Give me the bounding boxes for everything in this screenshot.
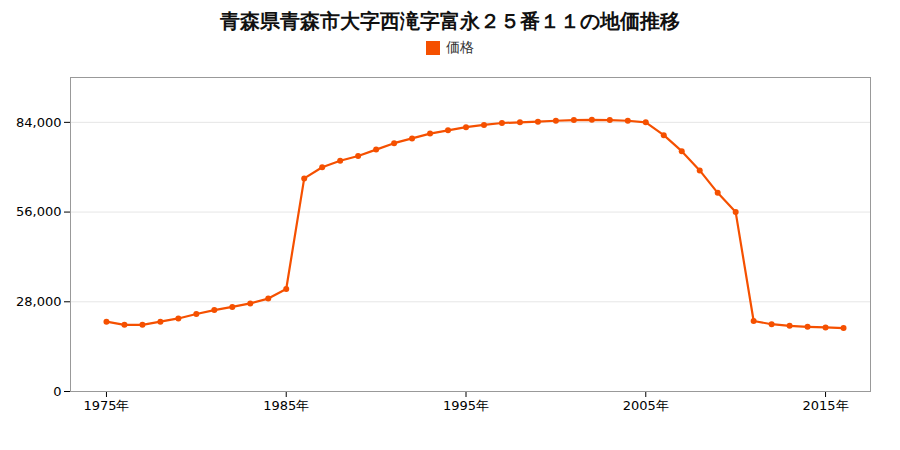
svg-text:1985年: 1985年 — [263, 398, 309, 413]
svg-text:2015年: 2015年 — [803, 398, 849, 413]
svg-text:1975年: 1975年 — [83, 398, 129, 413]
svg-text:1995年: 1995年 — [443, 398, 489, 413]
svg-text:0: 0 — [53, 384, 61, 399]
svg-text:2005年: 2005年 — [623, 398, 669, 413]
svg-text:84,000: 84,000 — [16, 115, 62, 130]
html-text:価格: 価格 — [446, 39, 474, 55]
html-text:青森県青森市大字西滝字富永２５番１１の地価推移: 青森県青森市大字西滝字富永２５番１１の地価推移 — [220, 9, 680, 33]
svg-text:56,000: 56,000 — [16, 204, 62, 219]
svg-text:28,000: 28,000 — [16, 294, 62, 309]
